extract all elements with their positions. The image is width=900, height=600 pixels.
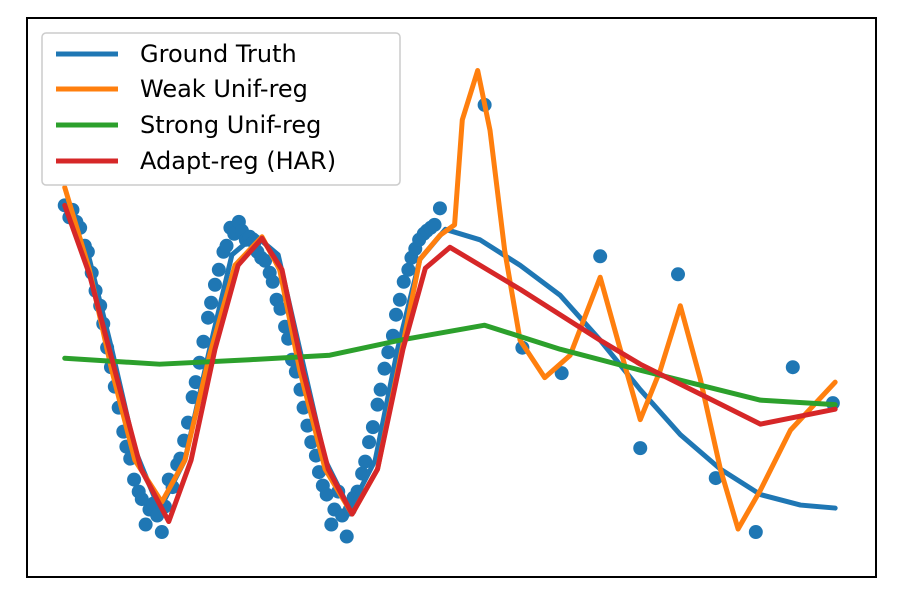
legend-box	[41, 32, 401, 186]
data-point	[370, 397, 385, 412]
legend-label-strong-unif-reg: Strong Unif-reg	[140, 111, 321, 139]
legend-label-ground-truth: Ground Truth	[140, 40, 297, 68]
data-point	[748, 525, 763, 540]
data-point	[671, 267, 686, 282]
data-point	[377, 361, 392, 376]
legend-label-weak-unif-reg: Weak Unif-reg	[140, 75, 308, 103]
data-point	[134, 492, 149, 507]
data-point	[785, 360, 800, 375]
data-point	[554, 366, 569, 381]
data-point	[381, 345, 396, 360]
data-point	[365, 420, 380, 435]
data-point	[201, 310, 216, 325]
data-point	[219, 238, 234, 253]
data-point	[358, 454, 373, 469]
data-point	[362, 435, 377, 450]
data-point	[207, 277, 222, 292]
legend: Ground Truth Weak Unif-reg Strong Unif-r…	[41, 32, 401, 186]
data-point	[593, 249, 608, 264]
data-point	[396, 274, 411, 289]
series-line-adapt-reg-har	[62, 202, 838, 525]
data-point	[258, 253, 273, 268]
series-line-strong-unif-reg	[62, 322, 838, 408]
data-point	[127, 472, 142, 487]
data-point	[389, 307, 404, 322]
data-point	[324, 517, 339, 532]
data-point	[339, 529, 354, 544]
data-point	[204, 295, 219, 310]
legend-label-adapt-reg: Adapt-reg (HAR)	[140, 147, 336, 175]
data-point	[427, 217, 442, 232]
data-point	[211, 262, 226, 277]
data-point	[401, 262, 416, 277]
data-point	[373, 382, 388, 397]
data-point	[432, 201, 447, 216]
series-line-weak-unif-reg	[62, 67, 838, 532]
data-point	[196, 334, 211, 349]
data-point	[154, 525, 169, 540]
data-point	[633, 441, 648, 456]
data-point	[273, 301, 288, 316]
data-point	[708, 471, 723, 486]
data-point	[392, 292, 407, 307]
data-point	[138, 517, 153, 532]
data-point	[265, 274, 280, 289]
series-lines	[62, 67, 838, 532]
data-point	[319, 487, 334, 502]
